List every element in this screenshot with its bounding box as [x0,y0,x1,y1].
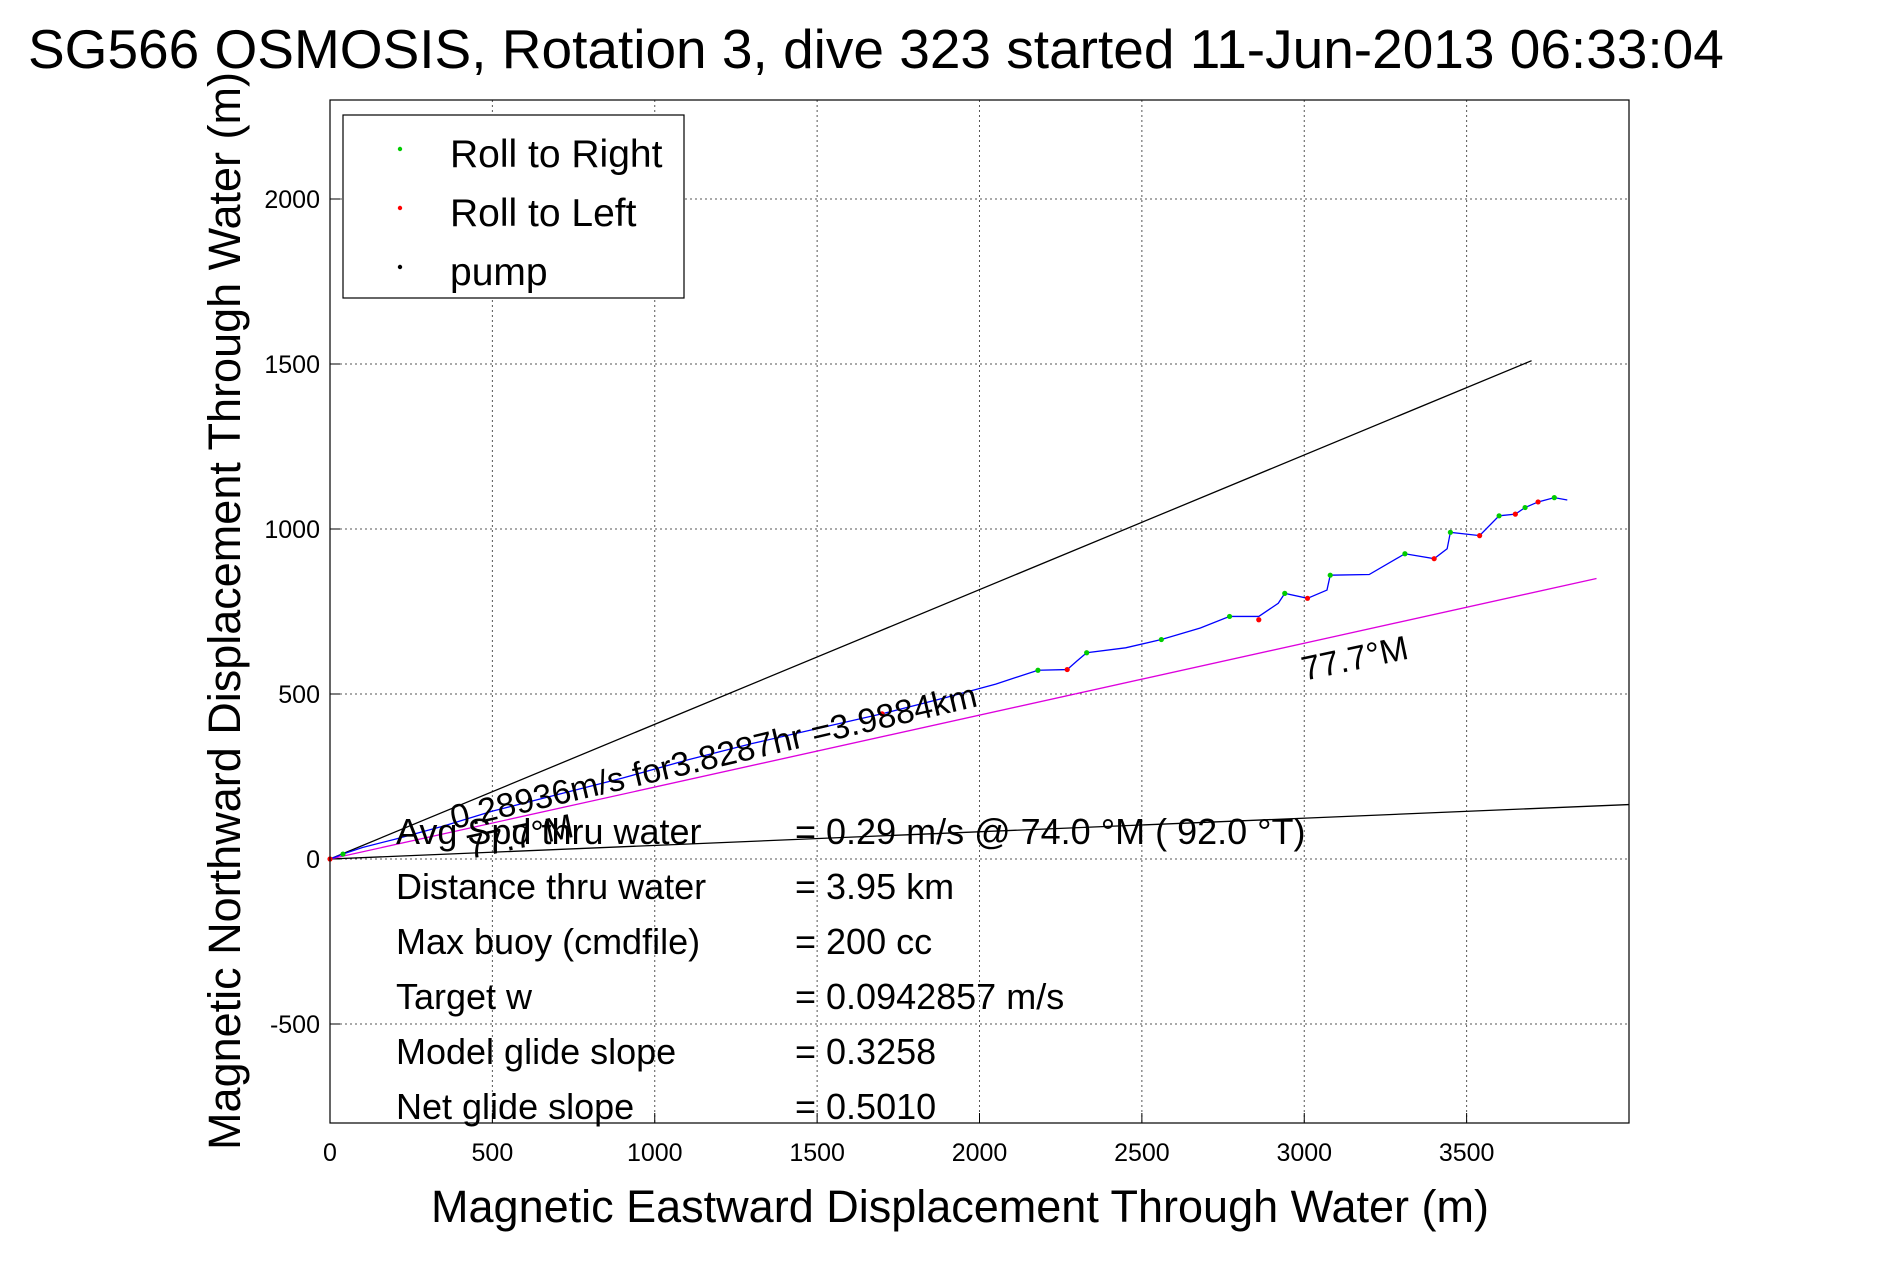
y-tick-label: 0 [306,846,320,874]
legend-marker [397,264,403,270]
legend-entry-label: pump [450,251,548,294]
heading-line-77-7 [329,577,1597,860]
stats-table: Avg Spd thru water = 0.29 m/s @ 74.0 °M (… [396,811,1306,1127]
x-tick-label: 2000 [952,1139,1008,1167]
roll-right-point [1447,529,1453,535]
stat-label: Distance thru water [396,866,706,907]
upper-envelope-line [329,360,1532,860]
chart-title: SG566 OSMOSIS, Rotation 3, dive 323 star… [28,18,1724,80]
x-tick-label: 2500 [1114,1139,1170,1167]
stat-label: Model glide slope [396,1031,676,1072]
legend: Roll to Right Roll to Left pump [342,114,685,299]
roll-right-point [1522,504,1528,511]
roll-right-point [1158,636,1164,643]
x-tick-label: 3000 [1276,1139,1332,1167]
y-tick-label: 1000 [264,516,320,544]
stat-value: = 0.29 m/s @ 74.0 °M ( 92.0 °T) [795,811,1306,852]
x-tick-label: 1500 [789,1139,845,1167]
y-tick-label: 1500 [264,351,320,379]
x-tick-label: 3500 [1439,1139,1495,1167]
roll-right-point [1226,613,1233,620]
track-line [329,496,1568,860]
roll-left-point [1064,666,1070,673]
roll-right-point [1084,650,1090,656]
stat-value: = 0.0942857 m/s [795,976,1064,1017]
legend-entry-label: Roll to Left [450,192,637,235]
roll-right-point [1327,572,1333,578]
roll-right-point [1035,667,1041,673]
roll-points [327,495,1557,862]
roll-left-point [1304,595,1311,601]
lower-envelope-line [329,803,1630,860]
stat-label: Net glide slope [396,1086,634,1127]
y-tick-label: -500 [270,1011,320,1039]
x-tick-label: 500 [472,1139,514,1167]
roll-left-point [1477,533,1483,539]
roll-right-point [1551,495,1557,501]
y-tick-label: 2000 [264,186,320,214]
stat-label: Avg Spd thru water [396,811,702,852]
legend-marker [397,205,403,211]
roll-left-point [1256,617,1262,623]
plot-area: 0 500 1000 1500 2000 2500 3000 3500 -500 0 500 100… [264,99,1630,1167]
reference-lines [329,360,1630,860]
y-tick-label: 500 [278,681,320,709]
plot-frame [329,99,1630,1124]
roll-left-point [1535,499,1541,505]
roll-right-point [340,851,346,857]
roll-left-point [1512,511,1518,517]
roll-left-point [1431,556,1437,562]
y-axis-label: Magnetic Northward Displacement Through … [199,72,250,1150]
roll-right-point [1402,551,1408,557]
stat-value: = 200 cc [795,921,932,962]
stat-value: = 0.3258 [795,1031,936,1072]
x-axis-label: Magnetic Eastward Displacement Through W… [431,1181,1489,1232]
x-tick-label: 0 [323,1139,337,1167]
roll-left-point [879,711,885,717]
stat-label: Max buoy (cmdfile) [396,921,700,962]
y-axis-ticks: -500 0 500 1000 1500 2000 [264,186,340,1039]
legend-entry-label: Roll to Right [450,133,663,176]
stat-value: = 0.5010 [795,1086,936,1127]
x-axis-ticks: 0 500 1000 1500 2000 2500 3000 3500 [323,1113,1494,1167]
roll-right-point [1496,513,1502,519]
x-tick-label: 1000 [627,1139,683,1167]
stat-value: = 3.95 km [795,866,954,907]
glider-track [329,496,1568,860]
legend-marker [397,146,403,152]
stat-label: Target w [396,976,533,1017]
roll-right-point [1282,590,1288,596]
